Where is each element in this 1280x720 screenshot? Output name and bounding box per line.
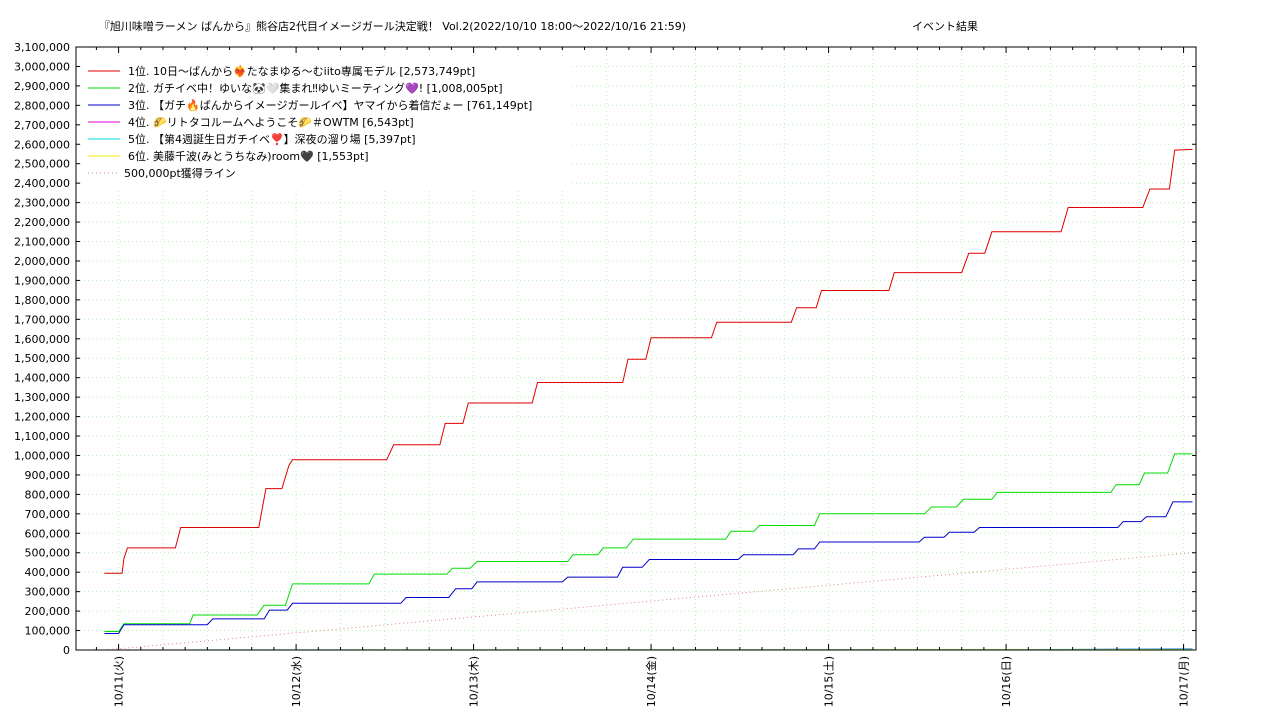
y-tick-label: 300,000 [25,586,71,599]
y-tick-label: 2,800,000 [14,99,70,112]
y-tick-label: 800,000 [25,488,71,501]
legend-background [82,58,572,190]
x-tick-label: 10/14(金) [644,656,658,707]
y-tick-label: 700,000 [25,508,71,521]
y-axis: 0 100,000 200,000 300,000 400,000 500,000 600,… [14,41,1196,657]
y-tick-label: 3,100,000 [14,41,70,54]
reference-line [104,552,1193,651]
x-tick-label: 10/16(日) [1000,656,1013,707]
y-tick-label: 1,700,000 [14,313,70,326]
y-tick-label: 100,000 [25,625,71,638]
y-tick-label: 2,400,000 [14,177,70,190]
y-tick-label: 1,600,000 [14,333,70,346]
y-tick-label: 2,300,000 [14,197,70,210]
y-tick-label: 3,000,000 [14,60,70,73]
y-tick-label: 900,000 [25,469,71,482]
y-tick-label: 1,000,000 [14,449,70,462]
y-tick-label: 2,200,000 [14,216,70,229]
y-tick-label: 200,000 [25,605,71,618]
y-tick-label: 2,500,000 [14,158,70,171]
x-tick-label: 10/17(月) [1178,656,1191,707]
series-line-1 [104,148,1193,574]
series-line-2 [104,453,1193,632]
y-tick-label: 2,000,000 [14,255,70,268]
y-tick-label: 2,900,000 [14,80,70,93]
legend: 1位. 10日〜ばんから❤️‍🔥たなまゆる〜むiito専属モデル [2,573,… [82,58,572,190]
legend-label: 6位. 美藤千波(みとうちなみ)room🖤 [1,553pt] [128,149,369,163]
legend-label: 500,000pt獲得ライン [124,167,236,180]
x-axis: 10/11(火) 10/12(水) 10/13(木) 10/14(金) 10/15(土)… [95,47,1191,707]
chart-title: 『旭川味噌ラーメン ばんから』熊谷店2代目イメージガール決定戦！ Vol.2(2… [99,19,686,33]
y-tick-label: 600,000 [25,527,71,540]
series-line-3 [104,501,1193,634]
y-tick-label: 1,900,000 [14,274,70,287]
legend-label: 4位. 🌮リトタコルームへようこそ🌮＃OWTM [6,543pt] [128,115,414,129]
reference-line-layer [104,552,1193,651]
legend-label: 3位. 【ガチ🔥ばんからイメージガールイベ】ヤマイから着信だょー [761,14… [128,98,532,112]
y-tick-label: 1,200,000 [14,411,70,424]
plot-frame [75,46,1197,651]
series-layer [104,148,1193,651]
x-tick-label: 10/13(木) [468,656,481,707]
y-tick-label: 2,100,000 [14,236,70,249]
y-tick-label: 500,000 [25,547,71,560]
legend-label: 5位. 【第4週誕生日ガチイベ❣️】深夜の溜り場 [5,397pt] [128,132,416,146]
y-tick-label: 1,800,000 [14,294,70,307]
legend-label: 2位. ガチイベ中！ゆいな🐼🤍集まれ‼ゆいミーティング💜! [1,008,005… [128,81,503,95]
y-tick-label: 1,100,000 [14,430,70,443]
legend-label: 1位. 10日〜ばんから❤️‍🔥たなまゆる〜むiito専属モデル [2,573,… [128,64,475,78]
y-tick-label: 1,400,000 [14,372,70,385]
x-tick-label: 10/11(火) [113,656,126,707]
y-tick-label: 1,300,000 [14,391,70,404]
y-tick-label: 400,000 [25,566,71,579]
x-tick-label: 10/15(土) [823,656,836,707]
y-tick-label: 2,600,000 [14,138,70,151]
chart-subtitle: イベント結果 [912,19,978,33]
y-tick-label: 0 [63,644,70,657]
y-tick-label: 2,700,000 [14,119,70,132]
y-tick-label: 1,500,000 [14,352,70,365]
x-tick-label: 10/12(水) [290,656,303,707]
